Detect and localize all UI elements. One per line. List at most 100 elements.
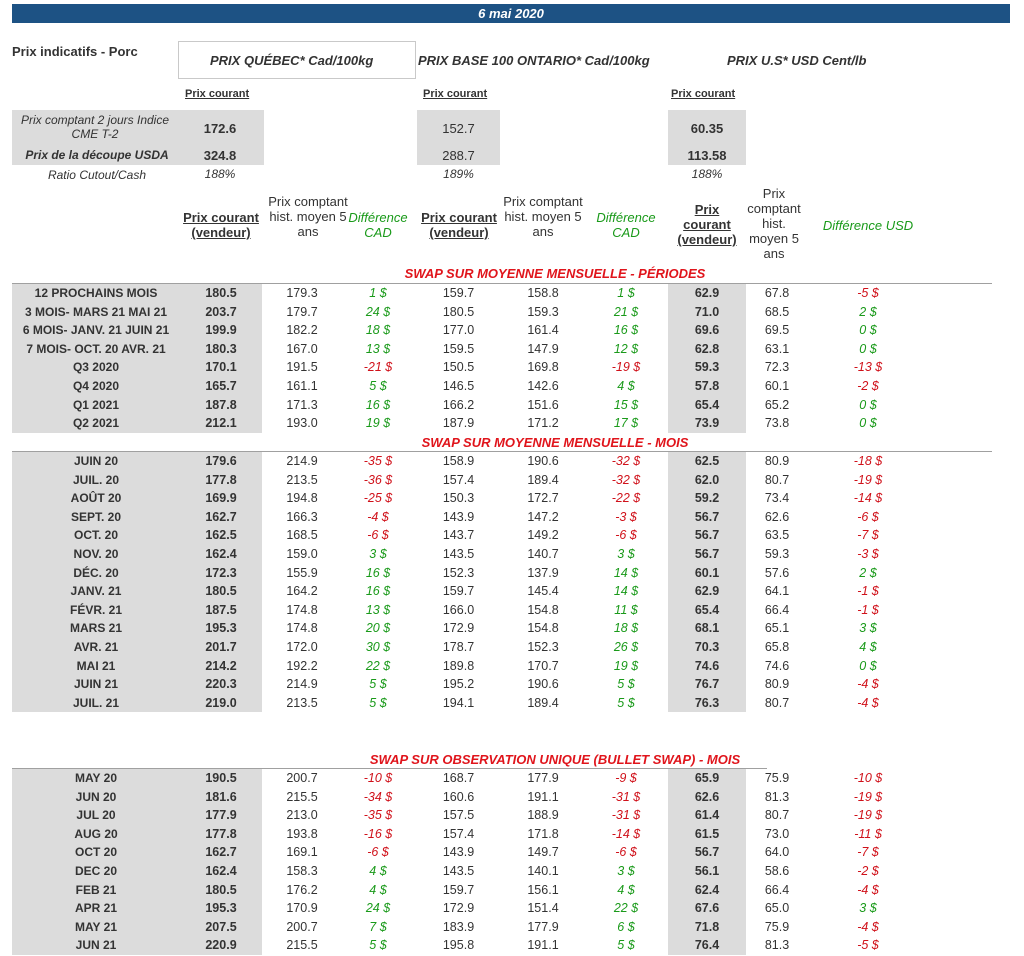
cell-quebec-pc: 195.3 [205, 901, 237, 916]
summary-us-cme: 60.35 [690, 121, 724, 136]
cell-quebec-pc: 172.3 [205, 565, 237, 580]
cell-us-pc: 61.4 [694, 808, 720, 823]
cell-us-pc: 62.0 [694, 472, 720, 487]
cell-quebec-pc: 190.5 [205, 771, 237, 785]
cell-quebec-hist: 193.8 [286, 826, 318, 841]
cell-quebec-diff: 16 $ [365, 584, 391, 599]
col-ontario-pc: Prix courant (vendeur) [421, 210, 497, 240]
cell-quebec-hist: 214.9 [286, 677, 318, 692]
cell-us-diff: -14 $ [853, 491, 883, 506]
cell-ontario-hist: 191.1 [527, 789, 559, 804]
cell-label: SEPT. 20 [70, 509, 122, 524]
cell-us-pc: 71.8 [694, 919, 720, 934]
cell-ontario-pc: 166.2 [442, 397, 475, 412]
cell-quebec-hist: 166.3 [286, 509, 318, 524]
cell-ontario-pc: 177.0 [442, 323, 475, 338]
cell-quebec-hist: 168.5 [286, 528, 318, 543]
cell-quebec-diff: 13 $ [365, 341, 391, 356]
cell-ontario-diff: -31 $ [611, 808, 641, 823]
cell-quebec-pc: 177.8 [205, 826, 237, 841]
cell-label: JANV. 21 [70, 584, 122, 599]
cell-us-diff: -4 $ [857, 695, 879, 710]
quebec-prix-courant-label: Prix courant [185, 88, 250, 100]
cell-us-hist: 59.3 [764, 547, 790, 561]
cell-us-diff: -6 $ [857, 509, 879, 524]
cell-ontario-hist: 137.9 [527, 565, 559, 580]
cell-ontario-hist: 152.3 [527, 640, 559, 654]
column-shading [668, 284, 746, 433]
cell-quebec-diff: -4 $ [367, 509, 389, 524]
cell-ontario-pc: 194.1 [442, 695, 475, 710]
cell-ontario-hist: 140.1 [527, 864, 559, 878]
cell-us-pc: 74.6 [694, 658, 720, 673]
cell-quebec-diff: 5 $ [369, 695, 387, 710]
cell-quebec-diff: 22 $ [365, 658, 391, 673]
cell-us-hist: 73.8 [764, 416, 790, 431]
cell-ontario-hist: 151.4 [527, 901, 559, 916]
cell-us-pc: 62.9 [694, 584, 720, 599]
cell-quebec-pc: 199.9 [205, 323, 237, 338]
cell-us-diff: -2 $ [857, 864, 879, 878]
cell-quebec-pc: 180.5 [205, 286, 237, 300]
cell-us-pc: 62.9 [694, 286, 720, 300]
cell-us-pc: 65.9 [694, 771, 720, 785]
cell-quebec-hist: 174.8 [286, 602, 318, 617]
cell-quebec-hist: 182.2 [286, 323, 318, 338]
cell-us-hist: 68.5 [764, 304, 790, 319]
cell-ontario-diff: 1 $ [617, 286, 635, 300]
cell-us-hist: 63.1 [764, 341, 790, 356]
cell-us-diff: -19 $ [853, 789, 883, 804]
cell-label: JUIL. 20 [72, 472, 120, 487]
cell-us-hist: 64.1 [764, 584, 790, 599]
cell-us-hist: 73.4 [764, 491, 790, 506]
cell-label: MAY 20 [74, 771, 118, 785]
cell-us-diff: -10 $ [853, 771, 883, 785]
cell-label: MAI 21 [76, 658, 116, 673]
cell-us-hist: 62.6 [764, 509, 790, 524]
cell-quebec-diff: 18 $ [365, 323, 391, 338]
cell-ontario-diff: 26 $ [613, 640, 639, 654]
cell-label: 6 MOIS- JANV. 21 JUIN 21 [22, 323, 170, 338]
cell-label: 7 MOIS- OCT. 20 AVR. 21 [26, 341, 166, 356]
cell-us-diff: 0 $ [859, 323, 877, 338]
cell-us-hist: 80.9 [764, 677, 790, 692]
cell-quebec-hist: 174.8 [286, 621, 318, 636]
cell-ontario-pc: 150.5 [442, 360, 475, 375]
cell-us-pc: 56.7 [694, 528, 720, 543]
cell-us-diff: 0 $ [859, 341, 877, 356]
column-shading [180, 452, 262, 713]
cell-quebec-hist: 194.8 [286, 491, 318, 506]
column-shading [668, 452, 746, 713]
cell-quebec-hist: 200.7 [286, 919, 318, 934]
cell-quebec-diff: 7 $ [369, 919, 387, 934]
cell-quebec-hist: 159.0 [286, 547, 318, 561]
quebec-header-box [178, 41, 416, 79]
cell-ontario-hist: 188.9 [527, 808, 559, 823]
cell-ontario-diff: 12 $ [613, 341, 639, 356]
cell-quebec-diff: 24 $ [365, 901, 391, 916]
cell-ontario-diff: -22 $ [611, 491, 641, 506]
cell-quebec-diff: 5 $ [369, 677, 387, 692]
cell-ontario-hist: 159.3 [527, 304, 559, 319]
cell-us-diff: -2 $ [857, 379, 879, 393]
cell-ontario-diff: 15 $ [613, 397, 639, 412]
cell-us-hist: 57.6 [764, 565, 790, 580]
cell-ontario-diff: 18 $ [613, 621, 639, 636]
cell-us-pc: 59.3 [694, 360, 720, 375]
cell-quebec-pc: 169.9 [205, 491, 237, 506]
cell-ontario-hist: 149.7 [527, 845, 559, 860]
cell-label: 12 PROCHAINS MOIS [34, 286, 158, 300]
cell-quebec-diff: -34 $ [363, 789, 393, 804]
cell-ontario-hist: 158.8 [527, 286, 559, 300]
col-quebec-pc: Prix courant (vendeur) [183, 210, 259, 240]
cell-ontario-diff: 17 $ [613, 416, 639, 431]
cell-us-pc: 62.8 [694, 341, 720, 356]
cell-label: FEB 21 [75, 882, 117, 897]
cell-quebec-pc: 162.7 [205, 845, 237, 860]
column-shading [12, 769, 180, 955]
cell-us-hist: 63.5 [764, 528, 790, 543]
cell-ontario-pc: 159.7 [442, 584, 475, 599]
cell-us-pc: 56.7 [694, 547, 720, 561]
cell-ontario-pc: 157.5 [442, 808, 475, 823]
cell-ontario-diff: 16 $ [613, 323, 639, 338]
